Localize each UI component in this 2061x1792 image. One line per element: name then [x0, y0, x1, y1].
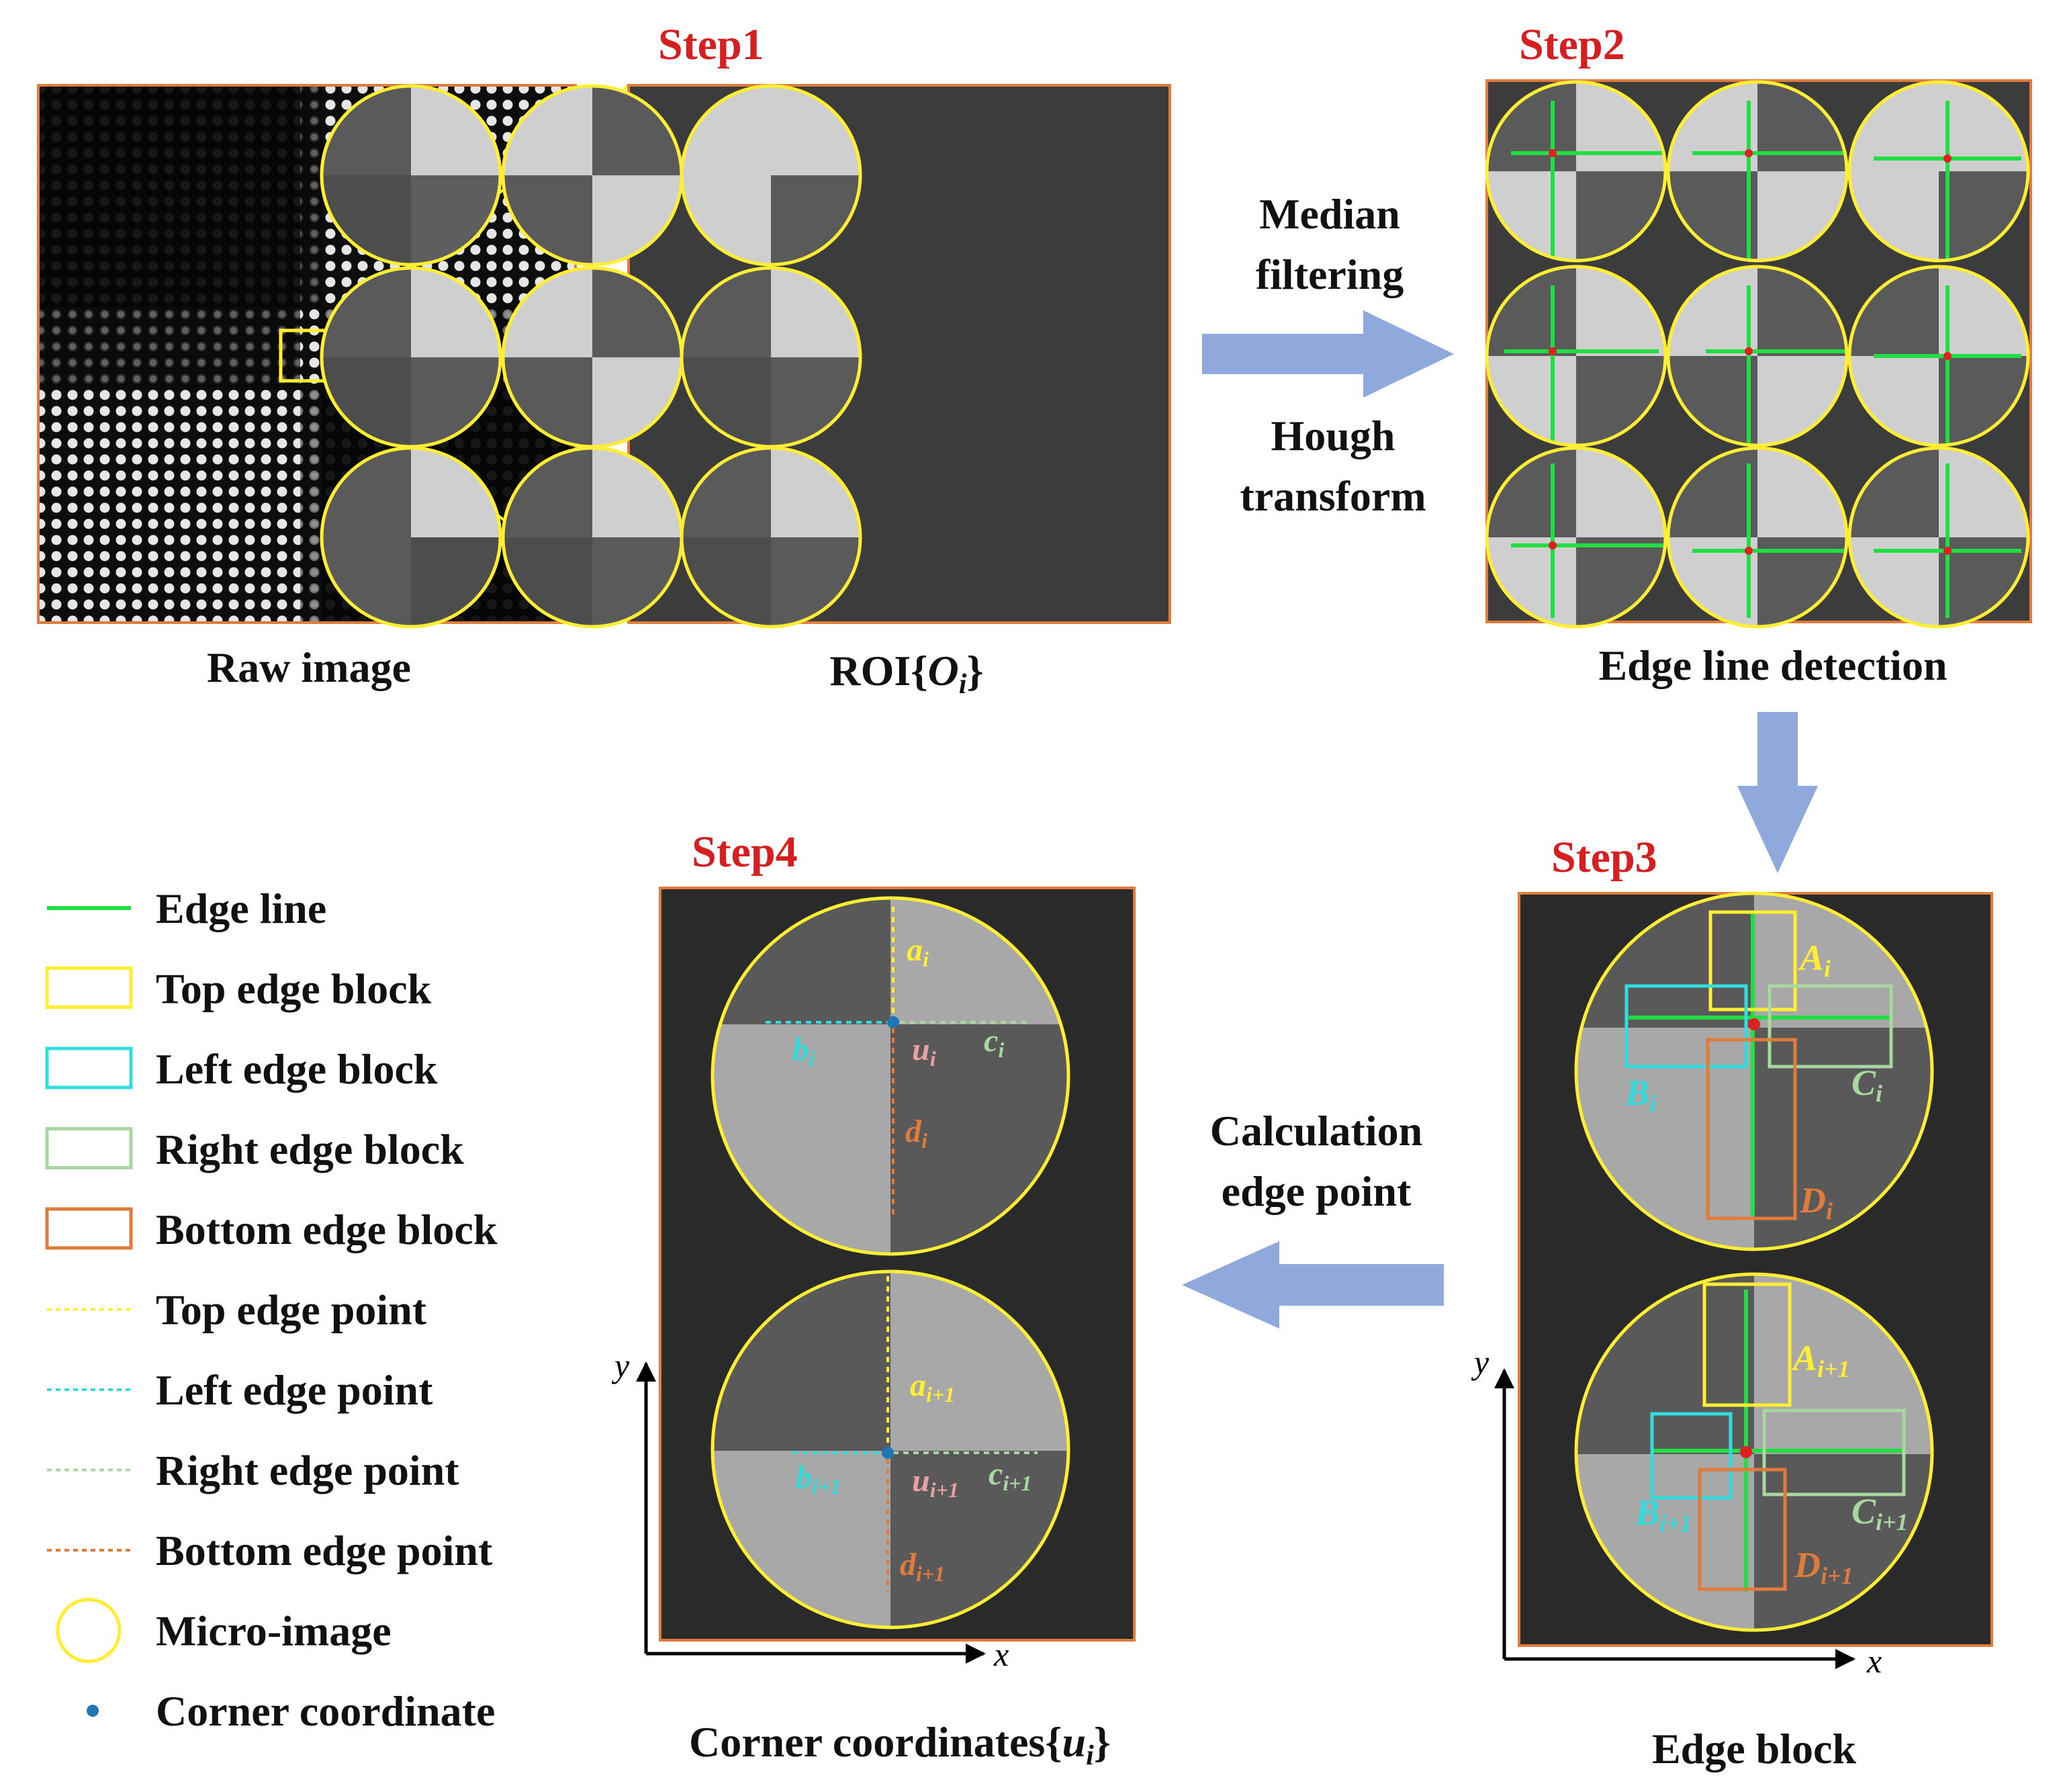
legend-label: Micro-image: [156, 1607, 392, 1655]
edge-intersections: [1549, 149, 1952, 555]
edge-block-caption: Edge block: [1652, 1725, 1856, 1773]
legend-rect-swatch: [45, 1207, 133, 1250]
legend-label: Left edge block: [156, 1045, 438, 1093]
corner-panel: ai bi ui ci di ai+1 bi+1 ui+1 ci+1 di+1: [659, 887, 1136, 1642]
legend-label: Right edge block: [156, 1126, 464, 1173]
legend-item: Top edge block: [45, 965, 432, 1013]
arrow-down: [1737, 712, 1818, 873]
label-C-i1: Ci+1: [1851, 1491, 1909, 1535]
label-D-i: Di: [1799, 1180, 1833, 1224]
axis-x-step3: x: [1866, 1642, 1882, 1680]
calc-label-1: Calculation: [1210, 1107, 1422, 1155]
right-edge-block: [1768, 984, 1893, 1069]
median-label-1: Median: [1259, 190, 1400, 238]
label-C-i: Ci: [1851, 1063, 1882, 1107]
legend: Edge line Top edge block Left edge block Ri…: [45, 885, 498, 1735]
top-edge-block: [1708, 910, 1797, 1012]
axis-y-step4: y: [611, 1347, 630, 1384]
label-d-i: di: [905, 1114, 927, 1153]
label-D-i1: Di+1: [1794, 1545, 1853, 1589]
arrow-left: [1182, 1241, 1444, 1329]
legend-item: Bottom edge block: [45, 1206, 498, 1253]
left-edge-block: [1624, 984, 1748, 1069]
step2-label: Step2: [1519, 20, 1625, 69]
step4-label: Step4: [692, 827, 798, 877]
hough-label-1: Hough: [1271, 412, 1395, 459]
edge-line-caption: Edge line detection: [1598, 641, 1947, 689]
label-d-i1: di+1: [900, 1547, 945, 1586]
legend-item: Left edge point: [47, 1366, 433, 1414]
legend-label: Edge line: [156, 885, 326, 932]
legend-item: Left edge block: [45, 1045, 438, 1093]
edge-line-panel: [1485, 79, 2032, 629]
legend-rect-swatch: [45, 967, 133, 1009]
hough-label-2: transform: [1240, 472, 1426, 520]
legend-label: Right edge point: [156, 1447, 459, 1494]
label-c-i: ci: [984, 1023, 1004, 1062]
label-u-i: ui: [912, 1032, 936, 1071]
calc-label-2: edge point: [1222, 1167, 1412, 1215]
axis-x-step4: x: [993, 1636, 1009, 1673]
arrow-right: [1202, 310, 1454, 398]
legend-rect-swatch: [45, 1046, 133, 1089]
corner-point-i: [887, 1016, 899, 1028]
legend-label: Top edge point: [156, 1286, 427, 1334]
bottom-edge-block: [1706, 1038, 1797, 1220]
legend-item: Bottom edge point: [47, 1527, 493, 1574]
label-u-i1: ui+1: [912, 1463, 959, 1502]
legend-item: Top edge point: [47, 1286, 427, 1334]
label-b-i1: bi+1: [796, 1460, 841, 1498]
label-c-i1: ci+1: [989, 1456, 1032, 1495]
axis-y-step3: y: [1471, 1343, 1490, 1381]
step3-label: Step3: [1551, 833, 1657, 882]
step1-label: Step1: [658, 20, 764, 69]
legend-item: Corner coordinate: [87, 1687, 495, 1735]
edge-block-panel: Ai Bi Ci Di Ai+1 Bi+1 Ci+1 Di+1: [1518, 891, 1993, 1647]
label-B-i: Bi: [1624, 1073, 1656, 1117]
micro-image-circles: [320, 84, 862, 629]
legend-dot-swatch: [87, 1705, 99, 1717]
legend-item: Right edge block: [45, 1126, 464, 1173]
legend-label: Left edge point: [156, 1366, 433, 1414]
label-A-i1: Ai+1: [1791, 1338, 1850, 1382]
legend-label: Bottom edge point: [156, 1527, 493, 1574]
median-label-2: filtering: [1256, 251, 1404, 298]
legend-item: Edge line: [47, 885, 326, 932]
label-a-i1: ai+1: [910, 1368, 955, 1406]
raw-image-caption: Raw image: [207, 643, 411, 691]
legend-label: Top edge block: [156, 965, 432, 1013]
label-b-i: bi: [792, 1032, 815, 1071]
legend-rect-swatch: [45, 1127, 133, 1169]
corner-point-i1: [882, 1447, 894, 1459]
label-a-i: ai: [907, 932, 929, 971]
corner-caption: Corner coordinates{ui}: [689, 1718, 1111, 1771]
legend-label: Corner coordinate: [156, 1687, 495, 1735]
legend-circle-swatch: [56, 1598, 122, 1663]
label-B-i1: Bi+1: [1635, 1492, 1692, 1537]
roi-caption: ROI{Oi}: [829, 647, 983, 700]
legend-item: Right edge point: [47, 1447, 459, 1494]
edge-lines: [1504, 101, 2021, 618]
roi-panel: [320, 84, 1171, 629]
legend-item: Micro-image: [56, 1598, 392, 1663]
label-A-i: Ai: [1798, 938, 1831, 982]
legend-label: Bottom edge block: [156, 1206, 498, 1253]
